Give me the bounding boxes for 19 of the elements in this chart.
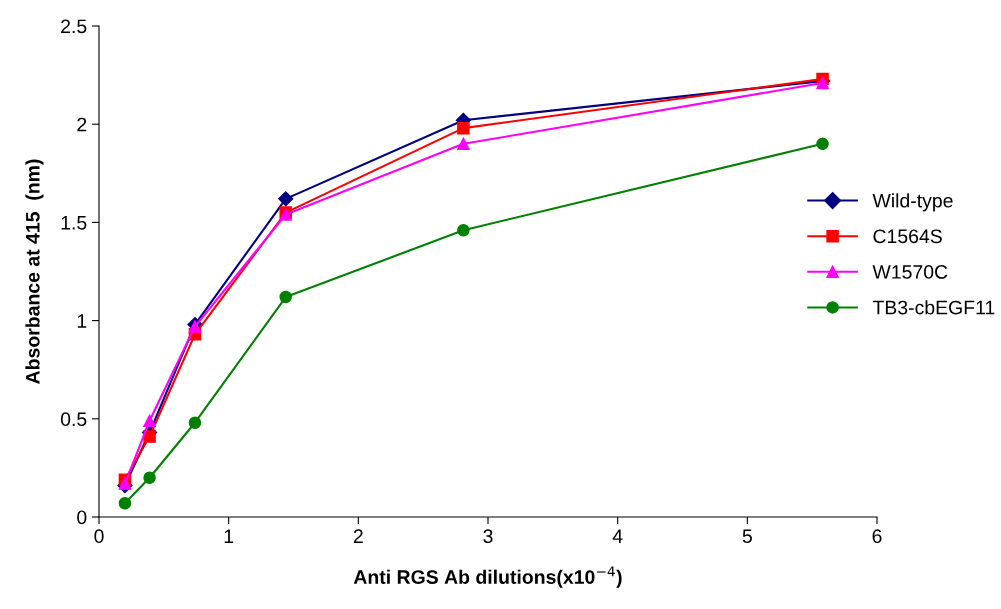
y-tick-label: 1.5 xyxy=(61,216,87,230)
legend-label: C1564S xyxy=(873,229,942,244)
y-tick-label: 0.5 xyxy=(60,412,87,427)
y-tick-label: 1 xyxy=(77,314,87,328)
y-tick-label: 2 xyxy=(77,117,87,132)
x-tick-label: 4 xyxy=(612,529,623,543)
x-tick-label: 2 xyxy=(353,529,363,543)
x-tick-label: 3 xyxy=(483,529,493,544)
x-tick-label: 0 xyxy=(94,529,104,544)
y-tick-label: 2.5 xyxy=(61,19,87,34)
y-axis-title: Absorbance at 415 (nm) xyxy=(25,159,44,384)
x-tick-label: 5 xyxy=(742,529,752,544)
x-tick-label: 1 xyxy=(224,529,234,543)
x-axis-title: Anti RGS Ab dilutions(x10$^{−4}$) xyxy=(353,566,622,588)
x-tick-label: 6 xyxy=(872,529,882,544)
legend-label: W1570C xyxy=(872,265,948,279)
legend-label: Wild-type xyxy=(872,193,953,212)
legend-label: TB3-cbEGF11 xyxy=(872,300,995,315)
y-tick-label: 0 xyxy=(77,510,87,525)
